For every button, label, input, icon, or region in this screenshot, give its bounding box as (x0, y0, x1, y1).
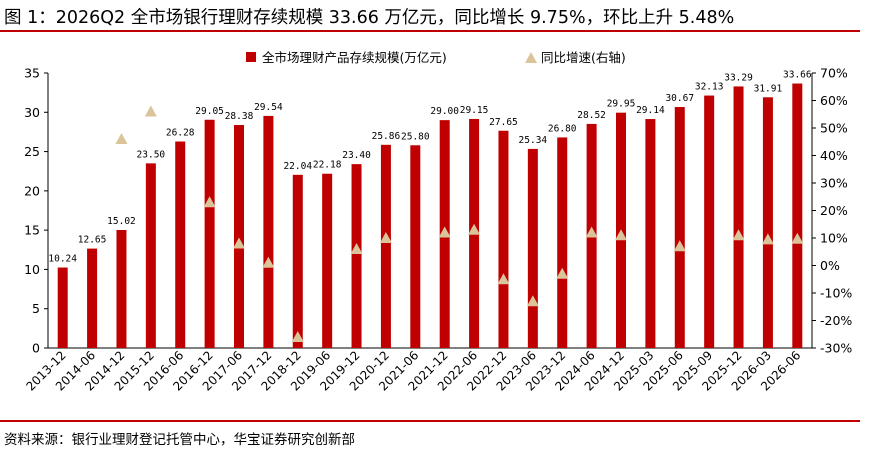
bar-data-label: 29.54 (254, 102, 283, 113)
bar (704, 95, 715, 348)
bar (498, 130, 509, 348)
bar (557, 137, 568, 348)
right-tick-label: 40% (820, 148, 848, 163)
right-tick-label: 50% (820, 121, 848, 136)
growth-marker (438, 226, 451, 238)
bar-data-label: 29.00 (430, 106, 459, 117)
growth-marker (233, 237, 245, 249)
chart-title: 图 1：2026Q2 全市场银行理财存续规模 33.66 万亿元，同比增长 9.… (4, 8, 735, 28)
bar-data-label: 25.86 (372, 131, 401, 142)
bar (57, 267, 68, 348)
growth-marker (144, 105, 157, 117)
right-tick-label: -30% (820, 341, 852, 356)
bar-data-label: 29.95 (607, 99, 636, 110)
bar-line-chart: 全市场理财产品存续规模(万亿元) 同比增速(右轴) 0 5 10 15 20 25 30 35… (23, 50, 852, 394)
bar (527, 148, 538, 348)
left-tick-label: 30 (24, 105, 40, 120)
growth-marker (115, 133, 128, 144)
growth-marker (497, 273, 510, 285)
legend-marker-swatch (525, 52, 537, 63)
left-tick-label: 15 (24, 223, 40, 238)
right-tick-label: 10% (820, 231, 848, 246)
bar (263, 115, 274, 349)
bar-data-label: 25.80 (401, 131, 430, 142)
bar-data-label: 22.04 (283, 161, 312, 172)
bar (733, 86, 744, 348)
bar-data-label: 32.13 (695, 82, 724, 93)
source-note: 资料来源：银行业理财登记托管中心，华宝证券研究创新部 (4, 432, 355, 448)
bar (351, 164, 362, 348)
right-tick-label: 70% (820, 66, 848, 81)
bar-data-label: 31.91 (754, 83, 783, 94)
legend-marker-label: 同比增速(右轴) (541, 50, 626, 65)
growth-marker (585, 226, 598, 238)
bar-data-label: 15.02 (107, 216, 136, 227)
growth-marker (203, 196, 216, 208)
right-tick-label: 60% (820, 93, 848, 108)
growth-marker (526, 295, 539, 307)
bar (322, 173, 333, 348)
growth-marker (761, 233, 774, 245)
left-tick-label: 0 (32, 341, 40, 356)
left-tick-label: 20 (24, 183, 40, 198)
bar (410, 145, 421, 348)
bar (645, 119, 656, 349)
bar-data-label: 12.65 (78, 235, 107, 246)
bar (292, 174, 303, 348)
bar-data-label: 33.29 (724, 72, 753, 83)
bar (380, 144, 391, 348)
growth-marker (732, 229, 745, 241)
bar-data-label: 33.66 (783, 70, 812, 81)
right-tick-label: 30% (820, 176, 848, 191)
growth-marker (673, 240, 686, 252)
growth-marker (556, 267, 569, 279)
bar-data-label: 30.67 (665, 93, 694, 104)
left-tick-label: 35 (24, 66, 40, 81)
bar (792, 83, 803, 349)
bar (145, 163, 156, 348)
bar-data-label: 22.18 (313, 160, 342, 171)
bar (762, 97, 773, 349)
growth-marker (262, 256, 275, 268)
bar-data-label: 26.28 (166, 128, 195, 139)
bar (204, 119, 215, 348)
bar-data-label: 26.80 (548, 123, 577, 134)
growth-marker (350, 243, 363, 254)
bar-data-label: 29.05 (195, 106, 224, 117)
title-rule (0, 30, 860, 32)
left-tick-label: 10 (24, 262, 40, 277)
bar-data-label: 10.24 (48, 254, 77, 265)
bar-data-label: 29.14 (636, 105, 665, 116)
right-tick-label: -10% (820, 286, 852, 301)
bar (87, 248, 98, 348)
legend-bar-swatch (246, 52, 256, 62)
right-tick-label: 0% (820, 258, 840, 273)
right-tick-label: -20% (820, 313, 852, 328)
bar (175, 141, 186, 348)
bar (116, 229, 127, 348)
bar-data-label: 23.50 (137, 149, 166, 160)
left-tick-label: 5 (32, 301, 40, 316)
source-rule (0, 420, 860, 422)
growth-marker (791, 232, 804, 244)
bar-data-label: 23.40 (342, 150, 371, 161)
bar-data-label: 29.15 (460, 105, 489, 116)
bar-data-label: 28.52 (577, 110, 606, 121)
bar (234, 125, 244, 348)
legend: 全市场理财产品存续规模(万亿元) 同比增速(右轴) (246, 50, 626, 65)
left-tick-label: 25 (24, 144, 40, 159)
growth-marker (615, 229, 627, 241)
legend-bar-label: 全市场理财产品存续规模(万亿元) (262, 50, 447, 65)
growth-marker (468, 223, 481, 235)
right-tick-label: 20% (820, 203, 848, 218)
growth-marker (291, 331, 304, 342)
bar-data-label: 28.38 (225, 111, 254, 122)
bar-data-label: 25.34 (519, 135, 548, 146)
bar-data-label: 27.65 (489, 117, 518, 128)
growth-marker (379, 232, 392, 243)
bar (674, 107, 685, 349)
